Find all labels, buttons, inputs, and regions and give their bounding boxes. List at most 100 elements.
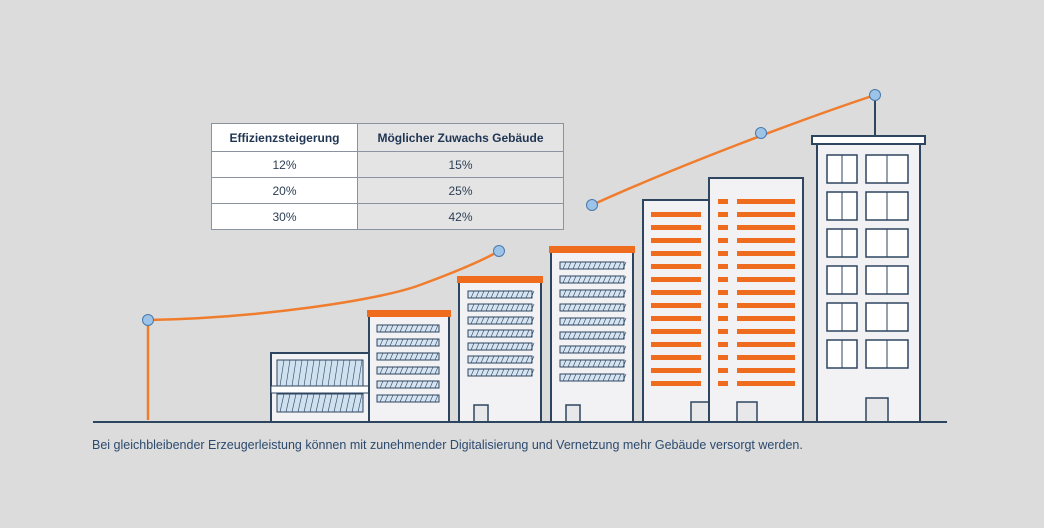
growth-curve-segment-1: [146, 249, 500, 420]
building-3-window-row-hatch: [520, 368, 525, 377]
building-4-window-row-hatch: [572, 303, 577, 312]
building-4-window-row-hatch: [602, 303, 607, 312]
building-2-window-row-hatch: [434, 338, 439, 347]
building-4-window-row-hatch: [577, 303, 582, 312]
building-2-window-row-hatch: [394, 366, 399, 375]
building-4-window-row-hatch: [567, 275, 572, 284]
building-3-window-row-hatch: [470, 290, 475, 299]
building-4-window-row-hatch: [582, 331, 587, 340]
building-2-window-row-hatch: [379, 380, 384, 389]
building-4-window-row-hatch: [597, 331, 602, 340]
building-4-window-row: [559, 317, 625, 326]
building-4-window-row-hatch: [587, 345, 592, 354]
building-4-window-row-hatch: [567, 345, 572, 354]
building-4-window-row-hatch: [597, 317, 602, 326]
building-3-window-row-hatch: [490, 355, 495, 364]
building-7-door: [865, 397, 889, 423]
building-3-window-row-hatch: [530, 368, 535, 377]
building-2-window-row-hatch: [379, 324, 384, 333]
building-6-window-stripe: [737, 342, 795, 347]
building-4-window-row-hatch: [622, 345, 627, 354]
building-4-window-row-hatch: [622, 373, 627, 382]
building-4-window-row-hatch: [622, 359, 627, 368]
building-4-window-row-hatch: [567, 261, 572, 270]
building-4-window-row-hatch: [592, 303, 597, 312]
building-1-window-hatch: [345, 359, 351, 387]
building-2-window-row-hatch: [399, 394, 404, 403]
building-5-window-stripe: [651, 212, 701, 217]
building-3-window-row-hatch: [490, 290, 495, 299]
building-2-window-row-hatch: [404, 366, 409, 375]
building-1-window-hatch: [309, 359, 315, 387]
building-3-window-row-hatch: [510, 342, 515, 351]
building-5-window-stripe: [651, 251, 701, 256]
building-3-window-row-hatch: [520, 342, 525, 351]
building-4-window-row: [559, 289, 625, 298]
building-4-window-row-hatch: [592, 373, 597, 382]
building-6-window-stripe: [718, 368, 728, 373]
building-3-window-row-hatch: [495, 355, 500, 364]
building-4-window-row-hatch: [617, 317, 622, 326]
building-2-window-row-hatch: [389, 366, 394, 375]
building-4-window-row-hatch: [597, 289, 602, 298]
building-1-window-hatch: [297, 359, 303, 387]
building-1-window-hatch: [351, 359, 357, 387]
building-3-window-row-hatch: [520, 290, 525, 299]
building-6-window-stripe: [737, 212, 795, 217]
building-4-window-row-hatch: [567, 359, 572, 368]
building-4-window-row-hatch: [572, 289, 577, 298]
building-2-window-row-hatch: [404, 338, 409, 347]
building-7-roof: [811, 135, 926, 145]
building-3-roof: [457, 276, 543, 283]
building-4-window-row-hatch: [622, 275, 627, 284]
building-3-window-row-hatch: [530, 342, 535, 351]
building-2-window-row-hatch: [389, 324, 394, 333]
curve-marker-5: [869, 89, 881, 101]
building-3-window-row: [467, 290, 533, 299]
building-3-window-row-hatch: [470, 342, 475, 351]
building-3-window-row-hatch: [500, 355, 505, 364]
building-2-window-row-hatch: [424, 338, 429, 347]
building-3-window-row-hatch: [505, 316, 510, 325]
building-3-window-row-hatch: [510, 316, 515, 325]
building-3-window-row-hatch: [505, 329, 510, 338]
efficiency-table: Effizienzsteigerung Möglicher Zuwachs Ge…: [211, 123, 564, 230]
building-1-window-hatch: [333, 393, 339, 413]
building-3-window-row-hatch: [525, 303, 530, 312]
building-4-window-row-hatch: [572, 275, 577, 284]
building-4-window-row-hatch: [587, 289, 592, 298]
building-4-window-row-hatch: [577, 345, 582, 354]
building-5-window-stripe: [651, 303, 701, 308]
table-header-row: Effizienzsteigerung Möglicher Zuwachs Ge…: [211, 123, 564, 152]
building-3-window-row-hatch: [480, 303, 485, 312]
building-3-window-row-hatch: [515, 342, 520, 351]
building-4-window-row-hatch: [612, 275, 617, 284]
building-5-window-stripe: [651, 368, 701, 373]
building-2-window-row-hatch: [414, 366, 419, 375]
building-3-window-row-hatch: [510, 329, 515, 338]
building-4-window-row-hatch: [582, 289, 587, 298]
building-2-window-row-hatch: [404, 394, 409, 403]
building-3-window-row-hatch: [510, 355, 515, 364]
building-3-window-row: [467, 342, 533, 351]
building-6-window-stripe: [718, 277, 728, 282]
building-3-window-row-hatch: [480, 342, 485, 351]
building-2-window-row-hatch: [399, 338, 404, 347]
building-4-window-row-hatch: [592, 261, 597, 270]
building-1-band: [270, 385, 370, 394]
building-3-window-row-hatch: [490, 368, 495, 377]
building-3-window-row: [467, 329, 533, 338]
building-4-window-row-hatch: [592, 345, 597, 354]
building-3-window-row-hatch: [505, 303, 510, 312]
building-4-window-row-hatch: [577, 261, 582, 270]
table-cell: 20%: [211, 177, 358, 204]
building-3-window-row-hatch: [485, 303, 490, 312]
building-2-window-row-hatch: [409, 380, 414, 389]
building-3-window-row-hatch: [480, 355, 485, 364]
building-2-window-row-hatch: [389, 352, 394, 361]
building-3-window-row-hatch: [490, 303, 495, 312]
building-1-window-hatch: [327, 393, 333, 413]
building-3-window-row-hatch: [505, 342, 510, 351]
building-4-window-row: [559, 331, 625, 340]
building-4-window-row-hatch: [617, 275, 622, 284]
